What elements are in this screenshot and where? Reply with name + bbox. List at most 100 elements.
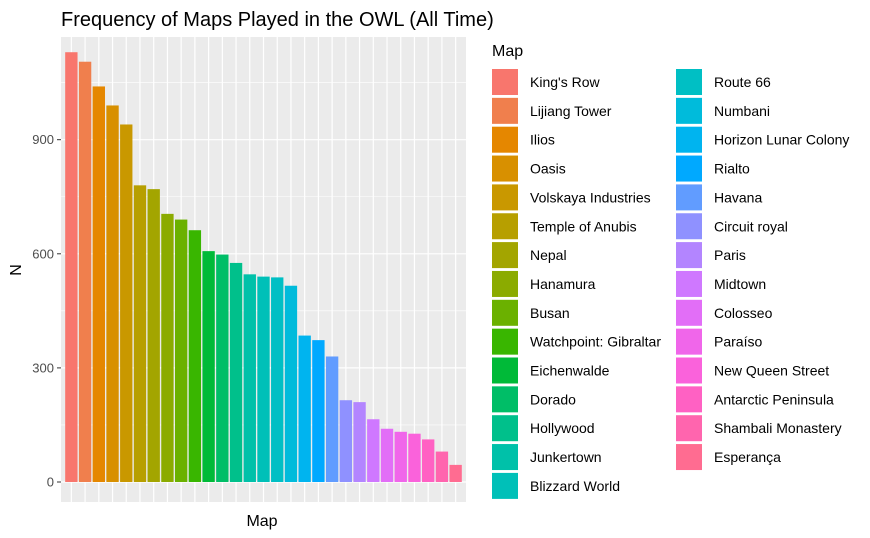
bars <box>65 52 462 483</box>
legend-item: Paraíso <box>676 328 762 355</box>
legend-label: Lijiang Tower <box>530 103 612 119</box>
bar-20 <box>325 356 339 482</box>
legend-label: Esperança <box>714 449 781 465</box>
legend-label: Ilios <box>530 132 555 148</box>
legend-key <box>492 155 518 182</box>
legend-key <box>676 386 702 413</box>
legend-item: Temple of Anubis <box>492 213 637 240</box>
legend-label: Hollywood <box>530 420 595 436</box>
legend-key <box>492 69 518 95</box>
legend-key <box>492 415 518 442</box>
legend-label: Midtown <box>714 276 766 292</box>
bar-25 <box>394 431 407 482</box>
legend-item: Route 66 <box>676 69 771 95</box>
legend-key <box>492 472 518 499</box>
legend-item: Numbani <box>676 97 770 124</box>
legend-key <box>676 357 702 384</box>
legend-item: Colosseo <box>676 299 773 326</box>
legend-key <box>492 270 518 297</box>
legend-title: Map <box>492 43 523 60</box>
legend-item: Ilios <box>492 126 555 153</box>
legend-item: Shambali Monastery <box>676 415 842 442</box>
legend-label: Busan <box>530 305 570 321</box>
legend-key <box>676 155 702 182</box>
legend-label: Numbani <box>714 103 770 119</box>
y-tick-label: 600 <box>32 246 54 261</box>
legend-key <box>492 184 518 211</box>
legend-label: Horizon Lunar Colony <box>714 132 849 148</box>
legend-key <box>676 270 702 297</box>
legend-item: Antarctic Peninsula <box>676 386 834 413</box>
legend-key <box>492 328 518 355</box>
legend-item: Havana <box>676 184 762 211</box>
legend-item: Junkertown <box>492 444 602 471</box>
bar-10 <box>188 230 202 482</box>
legend-label: Colosseo <box>714 305 773 321</box>
legend-label: Eichenwalde <box>530 363 610 379</box>
bar-1 <box>65 52 78 482</box>
bar-2 <box>78 61 92 482</box>
legend-item: Volskaya Industries <box>492 184 651 211</box>
bar-23 <box>367 419 380 482</box>
legend-key <box>676 444 702 471</box>
bar-6 <box>133 185 147 483</box>
bar-15 <box>257 276 270 482</box>
legend-key <box>676 126 702 153</box>
legend-label: Dorado <box>530 391 576 407</box>
chart-title: Frequency of Maps Played in the OWL (All… <box>61 9 494 31</box>
legend-key <box>676 299 702 326</box>
y-axis: 0 300 600 900 <box>32 132 61 490</box>
bar-26 <box>408 433 421 482</box>
legend-key <box>492 444 518 471</box>
x-axis-title: Map <box>246 513 277 530</box>
legend-key <box>676 97 702 124</box>
legend-key <box>676 415 702 442</box>
legend-label: Paraíso <box>714 334 762 350</box>
legend-label: Shambali Monastery <box>714 420 842 436</box>
legend-item: Busan <box>492 299 570 326</box>
y-axis-title: N <box>8 264 25 276</box>
bar-7 <box>147 189 160 482</box>
legend-label: Temple of Anubis <box>530 218 637 234</box>
legend-item: Hanamura <box>492 270 596 297</box>
legend-item: King's Row <box>492 69 600 95</box>
legend-item: Circuit royal <box>676 213 788 240</box>
legend-key <box>492 242 518 269</box>
legend-item: Eichenwalde <box>492 357 610 384</box>
legend-key <box>676 242 702 269</box>
legend-item: Paris <box>676 242 746 269</box>
legend-key <box>492 126 518 153</box>
bar-22 <box>353 402 366 482</box>
legend-item: Hollywood <box>492 415 595 442</box>
legend-item: Midtown <box>676 270 766 297</box>
bar-8 <box>161 213 174 482</box>
legend-label: Paris <box>714 247 746 263</box>
legend-item: Lijiang Tower <box>492 97 612 124</box>
bar-12 <box>216 254 229 482</box>
legend-item: Blizzard World <box>492 472 620 499</box>
legend-label: Antarctic Peninsula <box>714 391 834 407</box>
legend-label: New Queen Street <box>714 363 829 379</box>
legend-key <box>492 213 518 240</box>
legend-key <box>676 328 702 355</box>
legend-label: King's Row <box>530 74 600 90</box>
bar-14 <box>243 274 256 482</box>
bar-9 <box>174 219 188 483</box>
legend-key <box>676 184 702 211</box>
legend-key <box>492 97 518 124</box>
bar-24 <box>380 428 394 482</box>
legend-key <box>492 299 518 326</box>
bar-28 <box>435 451 449 482</box>
legend-label: Volskaya Industries <box>530 189 651 205</box>
bar-29 <box>449 464 462 482</box>
legend-label: Junkertown <box>530 449 602 465</box>
bar-4 <box>106 105 119 482</box>
legend-item: Rialto <box>676 155 750 182</box>
bar-11 <box>202 251 215 482</box>
y-tick-label: 900 <box>32 132 54 147</box>
legend-label: Rialto <box>714 161 750 177</box>
legend-label: Circuit royal <box>714 218 788 234</box>
bar-3 <box>92 86 105 482</box>
bar-21 <box>339 400 353 482</box>
legend-label: Havana <box>714 189 762 205</box>
